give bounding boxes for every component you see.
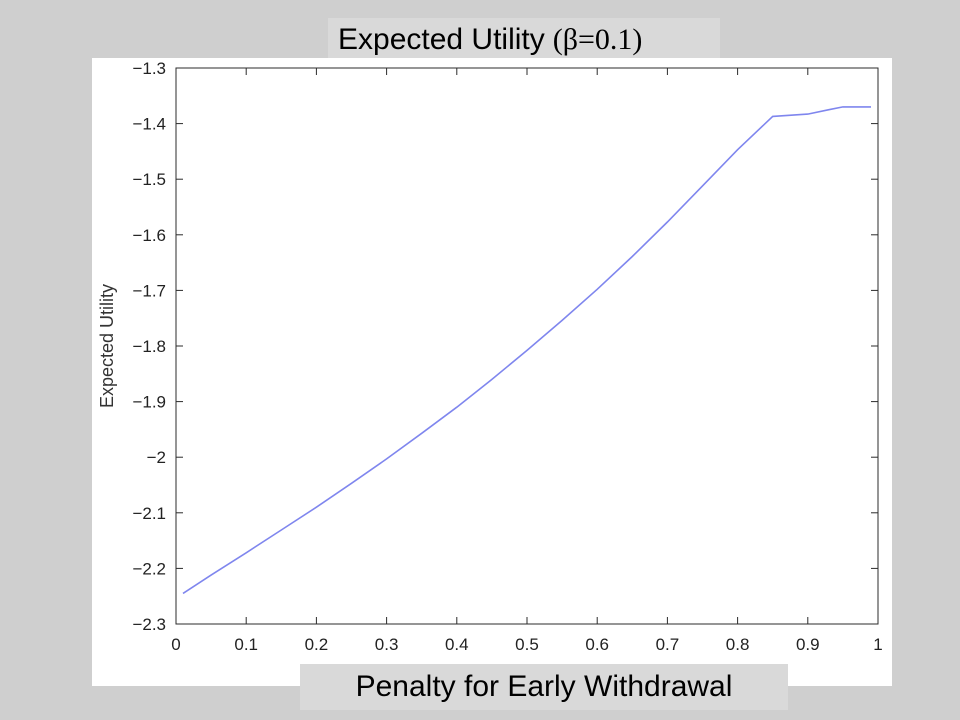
x-tick-label: 0.8 bbox=[726, 635, 750, 654]
y-tick-label: −1.3 bbox=[132, 59, 166, 78]
x-tick-label: 0.5 bbox=[515, 635, 539, 654]
plot-area bbox=[175, 67, 879, 625]
title-main: Expected Utility bbox=[338, 23, 545, 56]
y-tick-label: −2.1 bbox=[132, 504, 166, 523]
x-tick-label: 0.4 bbox=[445, 635, 469, 654]
y-tick-label: −2.2 bbox=[132, 559, 166, 578]
x-tick-label: 0.6 bbox=[585, 635, 609, 654]
series-group bbox=[182, 106, 871, 595]
x-tick-label: 0.9 bbox=[796, 635, 820, 654]
tick-labels: 0 0.1 0.2 0.3 0.4 0.5 0.6 0.7 0.8 0.9 1 −1.3 −1.4 −1.… bbox=[132, 59, 882, 654]
x-axis-label: Penalty for Early Withdrawal bbox=[355, 670, 733, 703]
y-tick-label: −1.6 bbox=[132, 226, 166, 245]
y-tick-label: −2.3 bbox=[132, 615, 166, 634]
y-tick-label: −1.8 bbox=[132, 337, 166, 356]
title-beta: (β=0.1) bbox=[552, 23, 643, 56]
xlabel-band bbox=[300, 664, 788, 710]
y-tick-label: −1.4 bbox=[132, 115, 166, 134]
x-tick-label: 0 bbox=[171, 635, 180, 654]
y-tick-label: −1.5 bbox=[132, 170, 166, 189]
x-tick-label: 1 bbox=[873, 635, 882, 654]
y-axis-label: Expected Utility bbox=[97, 284, 117, 408]
slide-title: Expected Utility (β=0.1) bbox=[338, 18, 642, 62]
y-tick-label: −1.9 bbox=[132, 393, 166, 412]
series-line bbox=[182, 106, 871, 595]
y-tick-label: −1.7 bbox=[132, 281, 166, 300]
y-tick-label: −2 bbox=[147, 448, 166, 467]
x-tick-label: 0.2 bbox=[305, 635, 329, 654]
x-tick-label: 0.7 bbox=[656, 635, 680, 654]
x-tick-label: 0.3 bbox=[375, 635, 399, 654]
title-band bbox=[328, 18, 720, 62]
x-tick-label: 0.1 bbox=[234, 635, 258, 654]
axis-ticks bbox=[175, 67, 879, 625]
